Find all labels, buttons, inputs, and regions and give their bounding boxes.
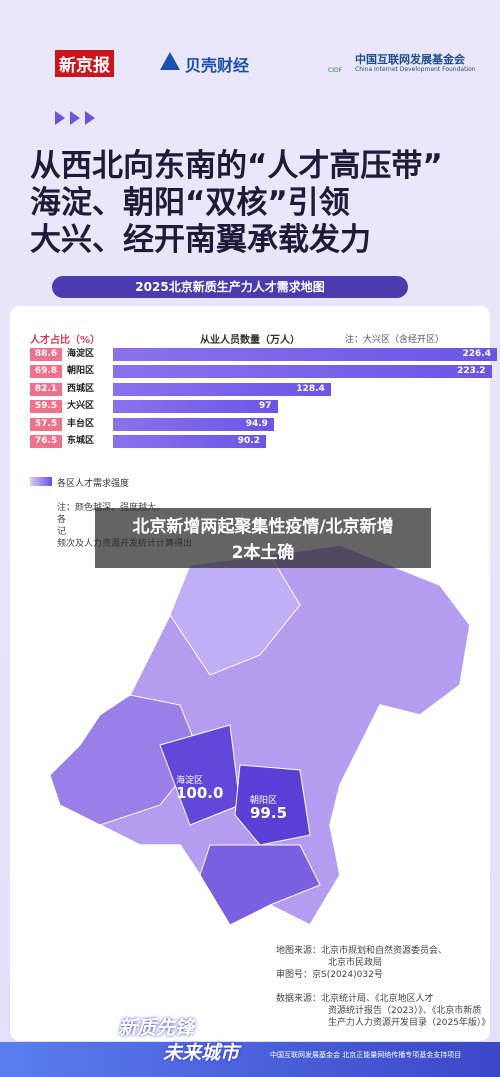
- bar: [113, 382, 331, 396]
- count-header: 从业人员数量（万人）: [200, 335, 300, 346]
- ratio-box: 76.5: [30, 435, 62, 448]
- logo-cidf-abbr: CIDF: [328, 67, 343, 74]
- ratio-box: 69.8: [30, 365, 62, 379]
- title-line: 从西北向东南的“人才高压带”: [30, 148, 443, 184]
- bar: [113, 400, 278, 414]
- note: 各: [57, 515, 67, 525]
- category-label: 东城区: [67, 436, 95, 446]
- footer: 中国互联网发展基金会 北京正能量网络传播专项基金支持项目: [270, 1051, 462, 1059]
- value-label: 90.2: [237, 436, 260, 446]
- arrows: [55, 111, 95, 125]
- banner: 2025北京新质生产力人才需求地图: [52, 276, 408, 298]
- bar: [113, 365, 492, 379]
- category-label: 朝阳区: [67, 366, 95, 377]
- overlay: [95, 508, 431, 568]
- category-label: 大兴区: [67, 401, 95, 412]
- map-label: 海淀区: [176, 776, 204, 786]
- title-line: 海淀、朝阳“双核”引领: [30, 185, 350, 221]
- bar: [113, 348, 497, 361]
- value-label: 223.2: [457, 366, 486, 377]
- title-line: 大兴、经开南翼承载发力: [30, 222, 371, 258]
- map-value: 99.5: [250, 804, 288, 822]
- source-line: 数据来源：北京统计局、《北京地区人才: [276, 994, 434, 1004]
- ratio-box: 82.1: [30, 382, 62, 396]
- map-value: 100.0: [176, 784, 224, 802]
- logo-cidf: 中国互联网发展基金会: [355, 53, 465, 66]
- note: 记: [57, 527, 67, 537]
- badge-top: 2025中国向上: [118, 1001, 173, 1010]
- source-line: 地图来源：北京市规划和自然资源委员会、: [276, 946, 448, 956]
- bar: [113, 417, 274, 431]
- legend-swatch: [30, 477, 52, 486]
- ratio-box: 59.5: [30, 400, 62, 414]
- source-line: 资源统计报告（2023）》、《北京市新质: [328, 1006, 482, 1016]
- logo-cidf-en: China Internet Development Foundation: [355, 66, 476, 73]
- category-label: 西城区: [67, 383, 95, 394]
- value-label: 226.4: [462, 349, 491, 359]
- ratio-box: 57.5: [30, 417, 62, 431]
- source-line: 北京市民政局: [328, 958, 383, 968]
- badge-line: 新质先锋: [118, 1017, 195, 1039]
- source-line: 生产力人力资源开发目录（2025年版）》: [328, 1018, 491, 1028]
- ratio-header: 人才占比（%）: [30, 335, 101, 346]
- logo-icon: [160, 52, 180, 70]
- category-label: 海淀区: [67, 349, 95, 359]
- ratio-box: 88.6: [30, 348, 62, 361]
- footer-strip: [0, 1042, 500, 1077]
- map: [49, 545, 471, 926]
- legend-text: 各区人才需求强度: [57, 479, 130, 489]
- overlay-text: 北京新增两起聚集性疫情/北京新增: [132, 517, 394, 537]
- source-line: 审图号：京S(2024)032号: [276, 970, 383, 980]
- chart-note: 注：大兴区（含经开区）: [345, 335, 445, 345]
- overlay-text: 2本土确: [231, 543, 295, 563]
- value-label: 97: [258, 401, 272, 412]
- value-label: 94.9: [245, 418, 268, 429]
- category-label: 丰台区: [67, 418, 95, 429]
- value-label: 128.4: [296, 383, 325, 394]
- map-label: 朝阳区: [250, 796, 278, 806]
- badge-line: 未来城市: [163, 1042, 240, 1064]
- logo-xjb: 新京报: [55, 50, 114, 77]
- bar: [113, 435, 266, 448]
- logo-beike: 贝壳财经: [185, 56, 250, 75]
